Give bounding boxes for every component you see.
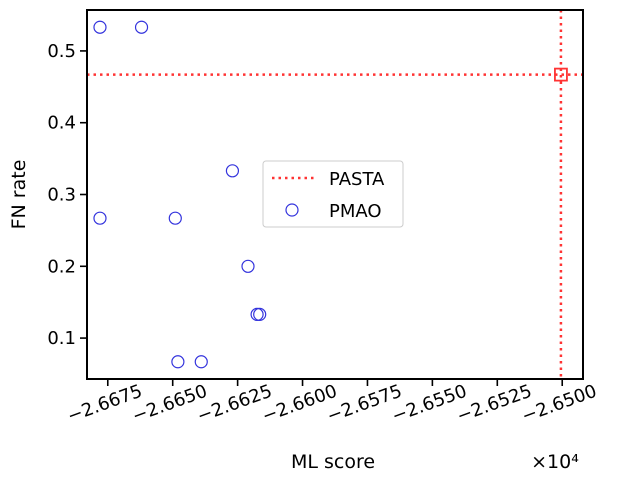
y-tick-label: 0.2 <box>47 256 76 277</box>
x-tick-label: −2.6550 <box>389 381 470 427</box>
y-tick-label: 0.4 <box>47 113 76 134</box>
x-axis-ticks: −2.6675−2.6650−2.6625−2.6600−2.6575−2.65… <box>65 379 600 427</box>
pmao-point <box>93 20 107 34</box>
legend-pmao-label: PMAO <box>329 201 382 222</box>
pmao-point <box>253 307 267 321</box>
y-tick-label: 0.1 <box>47 328 76 349</box>
legend-pmao-swatch <box>285 203 299 217</box>
y-tick-label: 0.3 <box>47 185 76 206</box>
x-tick-label: −2.6650 <box>130 381 211 427</box>
pmao-point <box>225 164 240 178</box>
x-tick-label: −2.6625 <box>194 381 275 427</box>
pmao-point <box>250 307 264 321</box>
x-tick-label: −2.6600 <box>259 381 340 427</box>
pmao-point <box>134 20 149 34</box>
pmao-point <box>93 211 107 225</box>
x-tick-label: −2.6575 <box>324 381 405 427</box>
y-axis-ticks: 0.1 0.2 0.3 0.4 0.5 <box>47 41 87 349</box>
plot-marks <box>87 10 583 379</box>
pasta-point <box>554 67 568 82</box>
y-tick-label: 0.5 <box>47 41 76 62</box>
legend-pasta-label: PASTA <box>329 169 385 190</box>
x-axis-offset-label: ×10⁴ <box>531 451 579 473</box>
x-tick-label: −2.6500 <box>519 381 600 427</box>
pmao-point <box>241 259 255 273</box>
x-tick-label: −2.6675 <box>65 381 146 427</box>
x-tick-label: −2.6525 <box>454 381 535 427</box>
pmao-point <box>168 211 182 225</box>
pmao-point <box>171 355 185 369</box>
pmao-point <box>194 355 208 369</box>
y-axis-label: FN rate <box>8 160 30 230</box>
x-axis-label: ML score <box>291 451 375 473</box>
legend: PASTA PMAO <box>262 160 404 228</box>
